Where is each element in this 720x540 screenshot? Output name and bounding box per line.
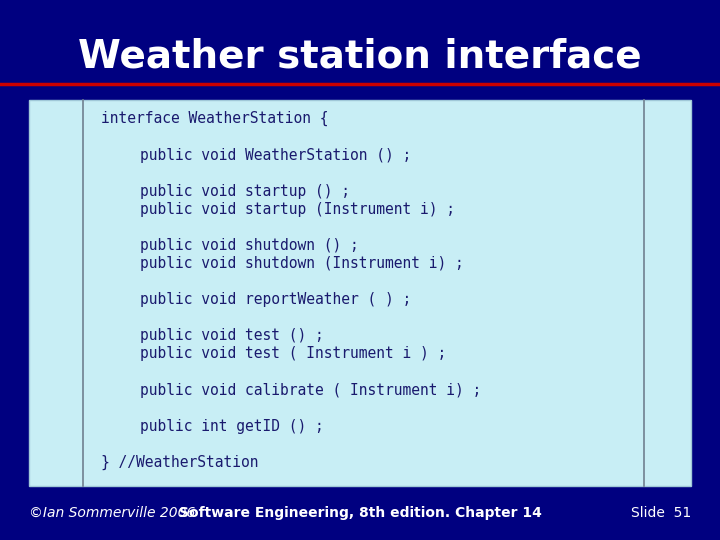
Text: Software Engineering, 8th edition. Chapter 14: Software Engineering, 8th edition. Chapt… [179,506,541,520]
Text: public void startup (Instrument i) ;: public void startup (Instrument i) ; [140,202,455,217]
Text: public void calibrate ( Instrument i) ;: public void calibrate ( Instrument i) ; [140,383,482,397]
Text: Weather station interface: Weather station interface [78,38,642,76]
Text: } //WeatherStation: } //WeatherStation [101,455,258,470]
Text: Slide  51: Slide 51 [631,506,691,520]
Text: public void reportWeather ( ) ;: public void reportWeather ( ) ; [140,292,412,307]
Text: ©Ian Sommerville 2006: ©Ian Sommerville 2006 [29,506,195,520]
Text: public int getID () ;: public int getID () ; [140,419,324,434]
Text: public void shutdown () ;: public void shutdown () ; [140,238,359,253]
Text: interface WeatherStation {: interface WeatherStation { [101,111,328,126]
Text: public void shutdown (Instrument i) ;: public void shutdown (Instrument i) ; [140,256,464,271]
Text: public void startup () ;: public void startup () ; [140,184,351,199]
FancyBboxPatch shape [29,100,691,486]
Text: public void WeatherStation () ;: public void WeatherStation () ; [140,147,412,163]
Text: public void test ( Instrument i ) ;: public void test ( Instrument i ) ; [140,347,446,361]
Text: public void test () ;: public void test () ; [140,328,324,343]
